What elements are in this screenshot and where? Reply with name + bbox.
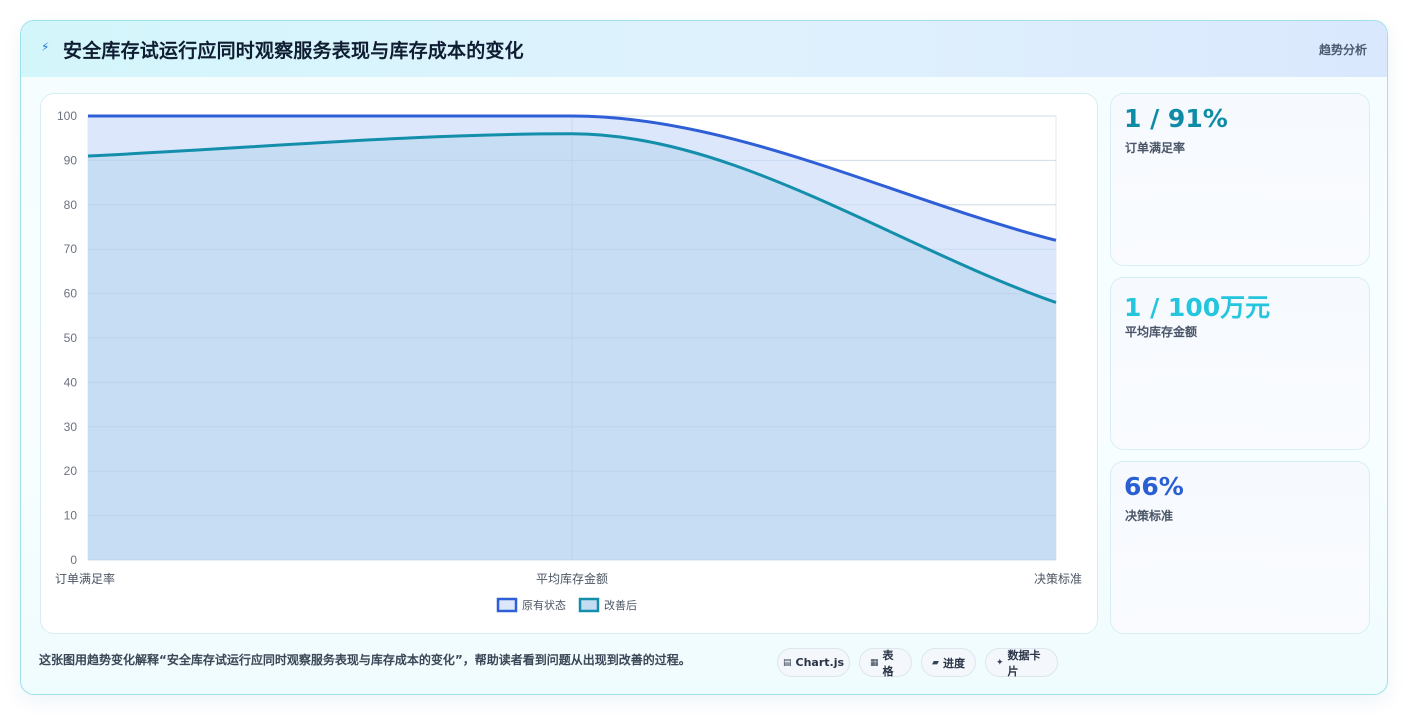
kpi-card-decision-standard: 66% 决策标准	[1110, 461, 1370, 634]
pill-progress[interactable]: ▰ 进度	[921, 648, 976, 677]
y-tick-label: 80	[64, 198, 78, 212]
kpi-value: 1 / 100万元	[1124, 293, 1271, 322]
pill-label: Chart.js	[795, 656, 845, 669]
kpi-value: 66%	[1124, 472, 1184, 501]
chart-card: 0 10 20 30 40 50 60 70 80 90 100 订单满足率 平均库存金额 决策标准原有状…	[40, 93, 1098, 634]
y-tick-label: 50	[64, 331, 78, 345]
kpi-card-order-fill-rate: 1 / 91% 订单满足率	[1110, 93, 1370, 266]
progress-icon: ▰	[932, 657, 939, 668]
y-tick-label: 0	[70, 553, 77, 567]
y-tick-label: 10	[64, 509, 78, 523]
pill-label: 表格	[882, 648, 894, 678]
x-tick-label: 平均库存金额	[536, 571, 608, 586]
page-title: 安全库存试运行应同时观察服务表现与库存成本的变化	[63, 40, 524, 62]
kpi-label: 订单满足率	[1125, 141, 1186, 155]
pill-chartjs[interactable]: ▤ Chart.js	[777, 648, 850, 677]
legend-label: 改善后	[604, 598, 637, 612]
pill-data-cards[interactable]: ✦ 数据卡片	[985, 648, 1058, 678]
bolt-icon: ⚡	[41, 40, 50, 54]
sparkle-icon: ✦	[996, 657, 1004, 668]
y-tick-label: 60	[64, 287, 78, 301]
series-line	[87, 114, 1057, 242]
legend-swatch	[496, 597, 518, 613]
table-icon: ▦	[870, 657, 879, 668]
panel-header: ⚡ 安全库存试运行应同时观察服务表现与库存成本的变化 趋势分析	[21, 21, 1387, 77]
legend-label: 原有状态	[522, 598, 566, 612]
x-tick-label: 订单满足率	[55, 571, 115, 586]
dashboard-panel: ⚡ 安全库存试运行应同时观察服务表现与库存成本的变化 趋势分析 0 10 20 30 4…	[20, 20, 1388, 695]
kpi-card-avg-inventory: 1 / 100万元 平均库存金额	[1110, 277, 1370, 450]
kpi-label: 平均库存金额	[1125, 325, 1198, 339]
chart-icon: ▤	[782, 657, 792, 668]
pill-table[interactable]: ▦ 表格	[859, 648, 912, 678]
legend-swatch	[578, 597, 600, 613]
y-tick-label: 90	[64, 153, 78, 167]
series-line	[87, 132, 1057, 304]
y-tick-label: 70	[64, 242, 78, 256]
pill-label: 数据卡片	[1007, 648, 1041, 678]
y-tick-label: 20	[64, 464, 78, 478]
y-tick-label: 30	[64, 420, 78, 434]
chart-caption: 这张图用趋势变化解释“安全库存试运行应同时观察服务表现与库存成本的变化”，帮助读…	[39, 653, 691, 667]
x-tick-label: 决策标准	[1034, 572, 1082, 586]
pill-label: 进度	[942, 656, 965, 670]
header-tag: 趋势分析	[1318, 43, 1367, 57]
series-area	[88, 133, 1056, 560]
area-chart: 0 10 20 30 40 50 60 70 80 90 100 订单满足率 平均库存金额 决策标准原有状…	[55, 109, 1082, 613]
y-tick-label: 40	[64, 375, 78, 389]
kpi-label: 决策标准	[1125, 509, 1174, 523]
y-tick-label: 100	[57, 109, 77, 123]
kpi-value: 1 / 91%	[1124, 104, 1228, 133]
